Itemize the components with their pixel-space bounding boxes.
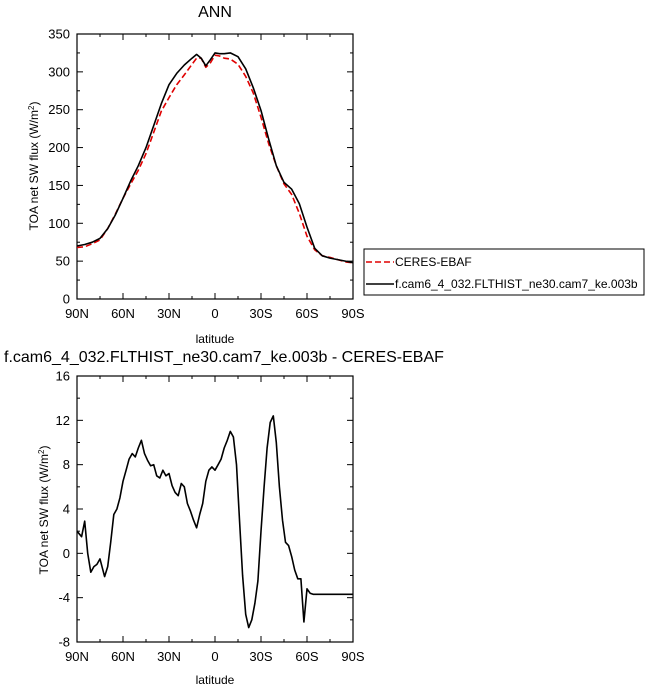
bottom-y-tick-label: 16 (56, 369, 70, 384)
top-chart-title: ANN (198, 4, 232, 21)
bottom-x-tick-label: 30N (157, 649, 181, 664)
bottom-y-label-sup: 2 (37, 449, 46, 454)
top-x-axis-label: latitude (196, 332, 235, 346)
bottom-x-axis-label: latitude (196, 673, 235, 687)
top-x-tick-label: 60N (111, 306, 135, 321)
bottom-y-tick-label: 4 (63, 502, 70, 517)
bottom-y-tick-label: -4 (58, 590, 70, 605)
top-y-tick-label: 0 (63, 292, 70, 307)
bottom-y-tick-label: -8 (58, 635, 70, 650)
top-x-tick-label: 30S (249, 306, 272, 321)
bottom-y-axis-label: TOA net SW flux (W/m2) (37, 446, 52, 575)
bottom-y-label-close: ) (37, 446, 51, 450)
legend-box (363, 248, 645, 296)
top-x-tick-label: 30N (157, 306, 181, 321)
bottom-y-tick-label: 0 (63, 546, 70, 561)
top-x-tick-label: 0 (211, 306, 218, 321)
bottom-y-tick-label: 12 (56, 413, 70, 428)
top-y-tick-label: 350 (48, 27, 70, 42)
top-plot: 90N 60N 30N 0 30S 60S 90S 0 50 100 150 200 250 300 350 (48, 27, 365, 322)
bottom-x-tick-label: 90N (65, 649, 89, 664)
bottom-y-label-main: TOA net SW flux (W/m (37, 454, 51, 574)
legend-label-model: f.cam6_4_032.FLTHIST_ne30.cam7_ke.003b (395, 277, 638, 291)
top-x-tick-label: 90S (341, 306, 364, 321)
bottom-x-tick-label: 60N (111, 649, 135, 664)
bottom-plot: 90N 60N 30N 0 30S 60S 90S -8 -4 0 4 8 12 16 (56, 369, 365, 665)
top-x-tick-label: 60S (295, 306, 318, 321)
top-y-label-close: ) (27, 102, 41, 106)
top-y-label-main: TOA net SW flux (W/m (27, 110, 41, 230)
bottom-plot-frame (76, 375, 354, 643)
legend: CERES-EBAF f.cam6_4_032.FLTHIST_ne30.cam… (363, 248, 645, 296)
top-x-tick-label: 90N (65, 306, 89, 321)
top-series-line-0 (76, 54, 354, 264)
bottom-x-tick-label: 90S (341, 649, 364, 664)
bottom-y-tick-label: 8 (63, 457, 70, 472)
bottom-x-tick-label: 0 (211, 649, 218, 664)
top-y-tick-label: 100 (48, 216, 70, 231)
top-y-tick-label: 250 (48, 102, 70, 117)
top-y-tick-label: 200 (48, 140, 70, 155)
top-y-label-sup: 2 (27, 105, 36, 110)
bottom-series-line-0 (76, 415, 353, 629)
top-y-tick-label: 150 (48, 178, 70, 193)
legend-label-ceres: CERES-EBAF (395, 255, 472, 269)
top-y-axis-label: TOA net SW flux (W/m2) (27, 102, 42, 231)
top-y-tick-label: 50 (56, 254, 70, 269)
top-y-tick-label: 300 (48, 64, 70, 79)
bottom-chart-title: f.cam6_4_032.FLTHIST_ne30.cam7_ke.003b -… (4, 349, 444, 366)
bottom-x-tick-label: 30S (249, 649, 272, 664)
top-plot-frame (76, 33, 354, 300)
bottom-x-tick-label: 60S (295, 649, 318, 664)
top-series-line-1 (76, 52, 354, 264)
